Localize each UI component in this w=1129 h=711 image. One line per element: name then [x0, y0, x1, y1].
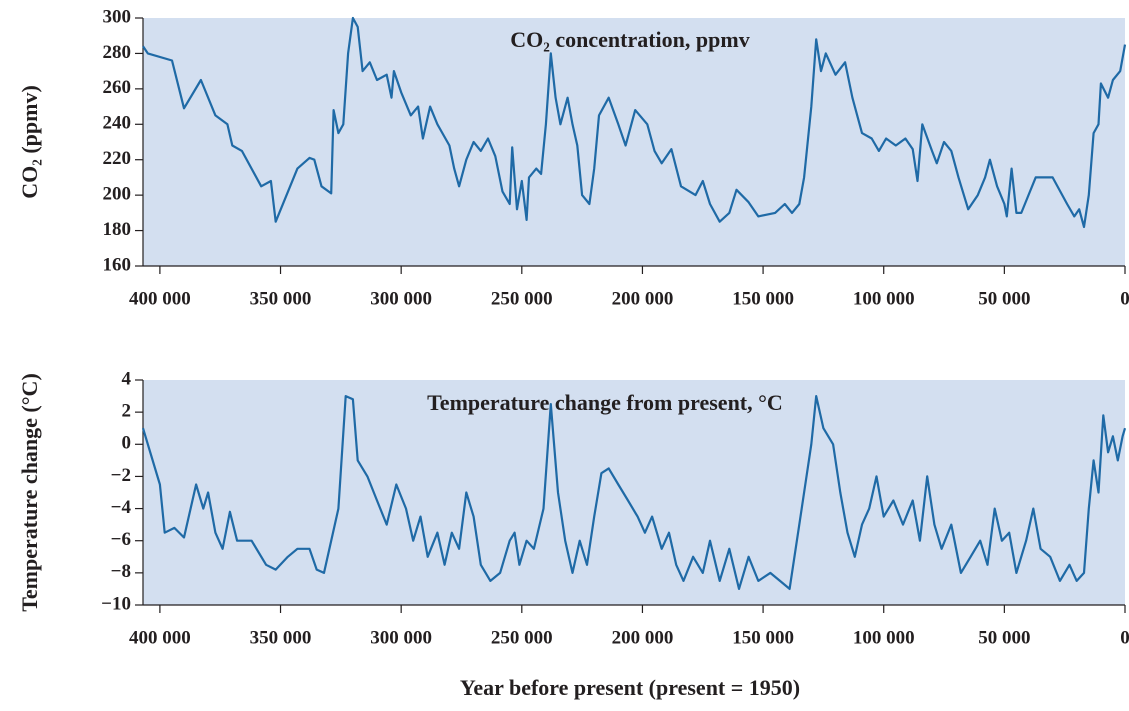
x-tick-label: 400 000 — [129, 627, 191, 648]
y-tick-label: 160 — [103, 254, 132, 275]
y-axis-label: CO₂ (ppmv) — [17, 85, 42, 199]
y-tick-label: −4 — [111, 497, 132, 518]
y-tick-label: 300 — [103, 6, 132, 27]
y-tick-label: −6 — [111, 529, 131, 550]
y-tick-label: −8 — [111, 561, 131, 582]
x-tick-label: 350 000 — [250, 288, 312, 309]
x-tick-label: 0 — [1120, 627, 1129, 648]
data-line — [142, 16, 1127, 229]
y-axis-label: Temperature change (°C) — [17, 373, 42, 612]
annotation: Temperature change from present, °C — [427, 390, 783, 415]
y-tick-label: −2 — [111, 465, 131, 486]
x-tick-label: 0 — [1120, 288, 1129, 309]
x-tick-label: 250 000 — [491, 288, 553, 309]
y-tick-label: −10 — [101, 593, 131, 614]
x-tick-label: 400 000 — [129, 288, 191, 309]
y-tick-label: 280 — [103, 42, 132, 63]
x-tick-label: 200 000 — [612, 288, 674, 309]
y-tick-label: 220 — [103, 148, 132, 169]
x-tick-label: 350 000 — [250, 627, 312, 648]
plot-background — [143, 18, 1125, 266]
x-tick-label: 300 000 — [370, 627, 432, 648]
x-axis-label: Year before present (present = 1950) — [460, 675, 800, 700]
plot-background — [143, 380, 1125, 605]
annotation: CO₂ concentration, ppmv — [510, 27, 749, 52]
y-tick-label: 260 — [103, 77, 132, 98]
y-tick-label: 4 — [122, 368, 132, 389]
data-line — [141, 395, 1127, 590]
x-tick-label: 300 000 — [370, 288, 432, 309]
y-tick-label: 240 — [103, 113, 132, 134]
x-tick-label: 150 000 — [732, 627, 794, 648]
x-tick-label: 100 000 — [853, 627, 915, 648]
x-tick-label: 50 000 — [978, 288, 1030, 309]
y-tick-label: 0 — [122, 433, 132, 454]
x-tick-label: 200 000 — [612, 627, 674, 648]
x-tick-label: 250 000 — [491, 627, 553, 648]
x-tick-label: 50 000 — [978, 627, 1030, 648]
y-tick-label: 200 — [103, 184, 132, 205]
x-tick-label: 150 000 — [732, 288, 794, 309]
x-tick-label: 100 000 — [853, 288, 915, 309]
y-tick-label: 2 — [122, 401, 132, 422]
y-tick-label: 180 — [103, 219, 132, 240]
